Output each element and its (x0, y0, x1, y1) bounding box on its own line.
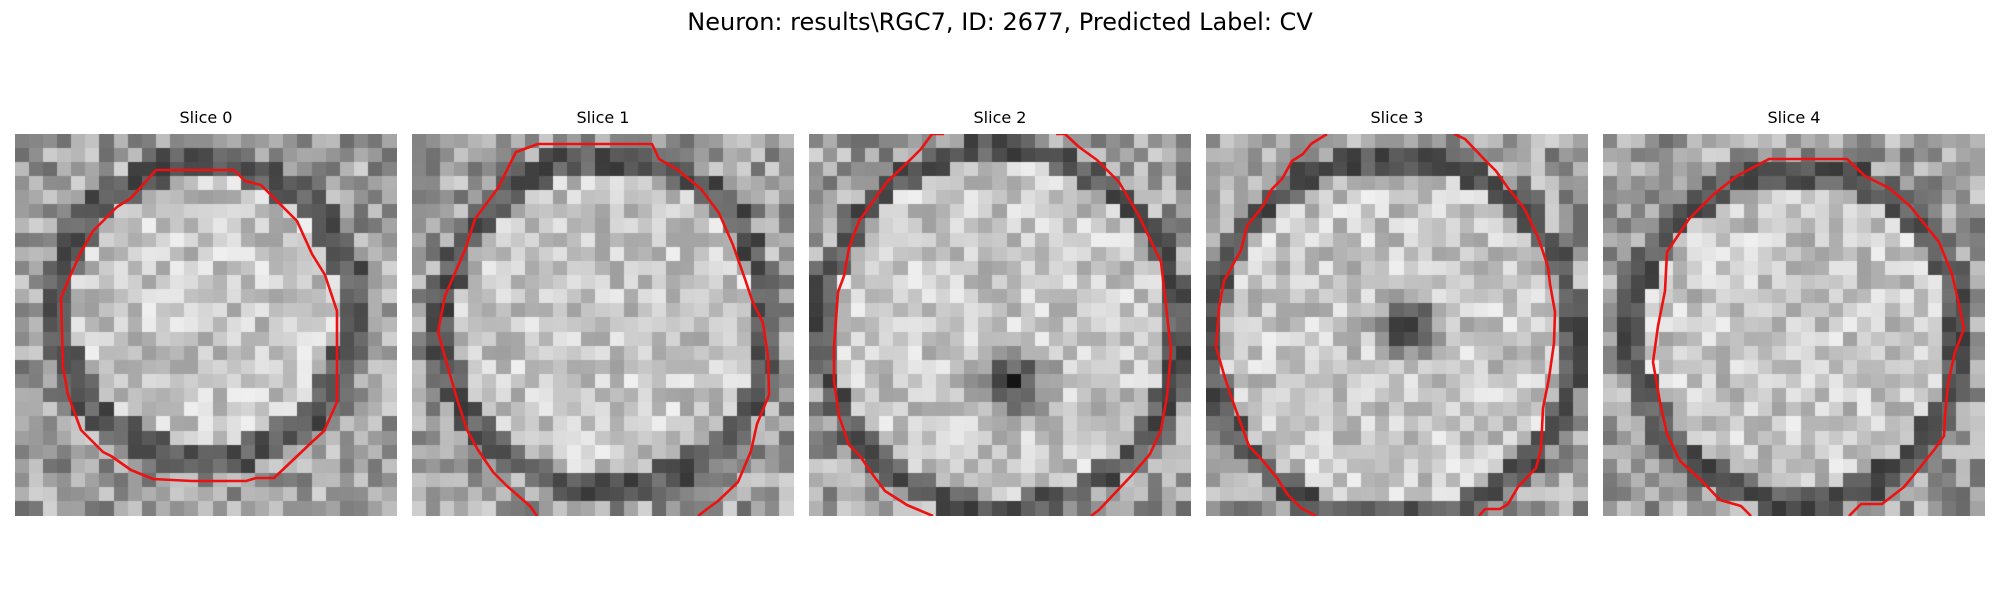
figure-title: Neuron: results\RGC7, ID: 2677, Predicte… (687, 8, 1313, 36)
slice-title: Slice 2 (973, 108, 1027, 127)
slice-image (412, 134, 794, 516)
slice-panel-1: Slice 1 (412, 108, 794, 516)
segmentation-contour (1056, 134, 1173, 516)
slice-image (15, 134, 397, 516)
slice-panel-4: Slice 4 (1603, 108, 1985, 516)
contour-overlay (436, 142, 771, 516)
segmentation-contour (1651, 157, 1966, 516)
slice-panel-2: Slice 2 (809, 108, 1191, 516)
contour-overlay (1651, 157, 1966, 516)
slice-panel-0: Slice 0 (15, 108, 397, 516)
contour-overlay (59, 168, 339, 483)
slice-title: Slice 1 (576, 108, 630, 127)
segmentation-contour (1453, 134, 1557, 516)
segmentation-contour (832, 134, 944, 516)
contour-overlay (832, 134, 1173, 516)
slice-title: Slice 0 (179, 108, 233, 127)
segmentation-contour (436, 142, 771, 516)
slice-panel-3: Slice 3 (1206, 108, 1588, 516)
segmentation-contour (59, 168, 339, 483)
slice-title: Slice 3 (1370, 108, 1424, 127)
slice-image (1603, 134, 1985, 516)
contour-overlay (1214, 134, 1557, 516)
slice-title: Slice 4 (1767, 108, 1821, 127)
segmentation-contour (1214, 134, 1328, 516)
slice-image (1206, 134, 1588, 516)
